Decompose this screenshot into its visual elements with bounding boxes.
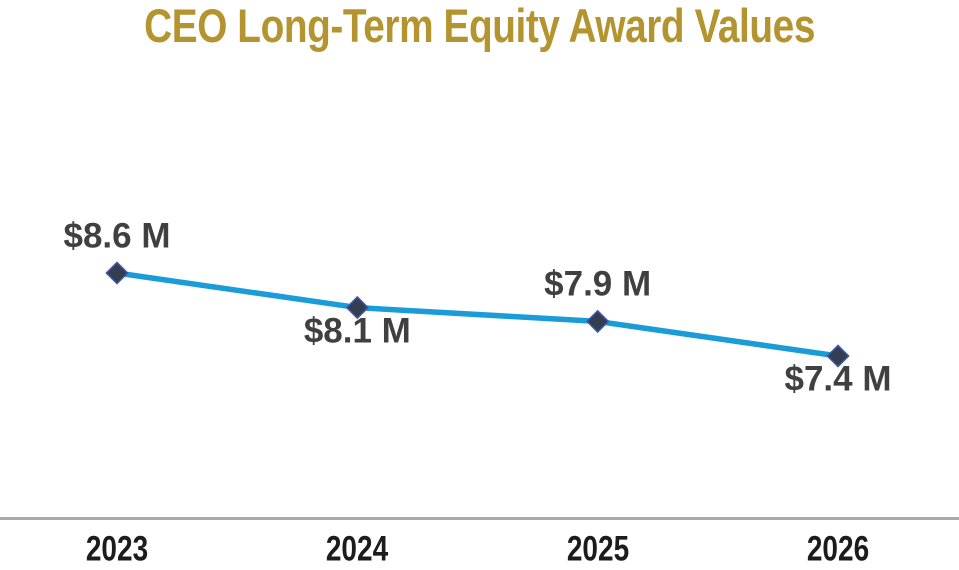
x-tick-label: 2024 [326,529,389,569]
chart-title: CEO Long-Term Equity Award Values [144,0,815,52]
series-line [114,270,841,359]
x-tick-label: 2026 [806,529,870,569]
data-label: $7.9 M [544,264,652,304]
data-label: $8.1 M [303,311,411,351]
data-point-marker [826,344,850,368]
chart-title-wrap: CEO Long-Term Equity Award Values [0,0,959,53]
data-point-marker [585,309,610,334]
data-label: $7.4 M [784,359,892,399]
x-tick-label: 2025 [566,529,629,569]
data-point-marker [345,295,370,320]
x-axis-line [0,517,959,520]
data-label: $8.6 M [63,216,171,256]
x-tick-label: 2023 [85,529,149,569]
data-point-marker [105,261,129,285]
